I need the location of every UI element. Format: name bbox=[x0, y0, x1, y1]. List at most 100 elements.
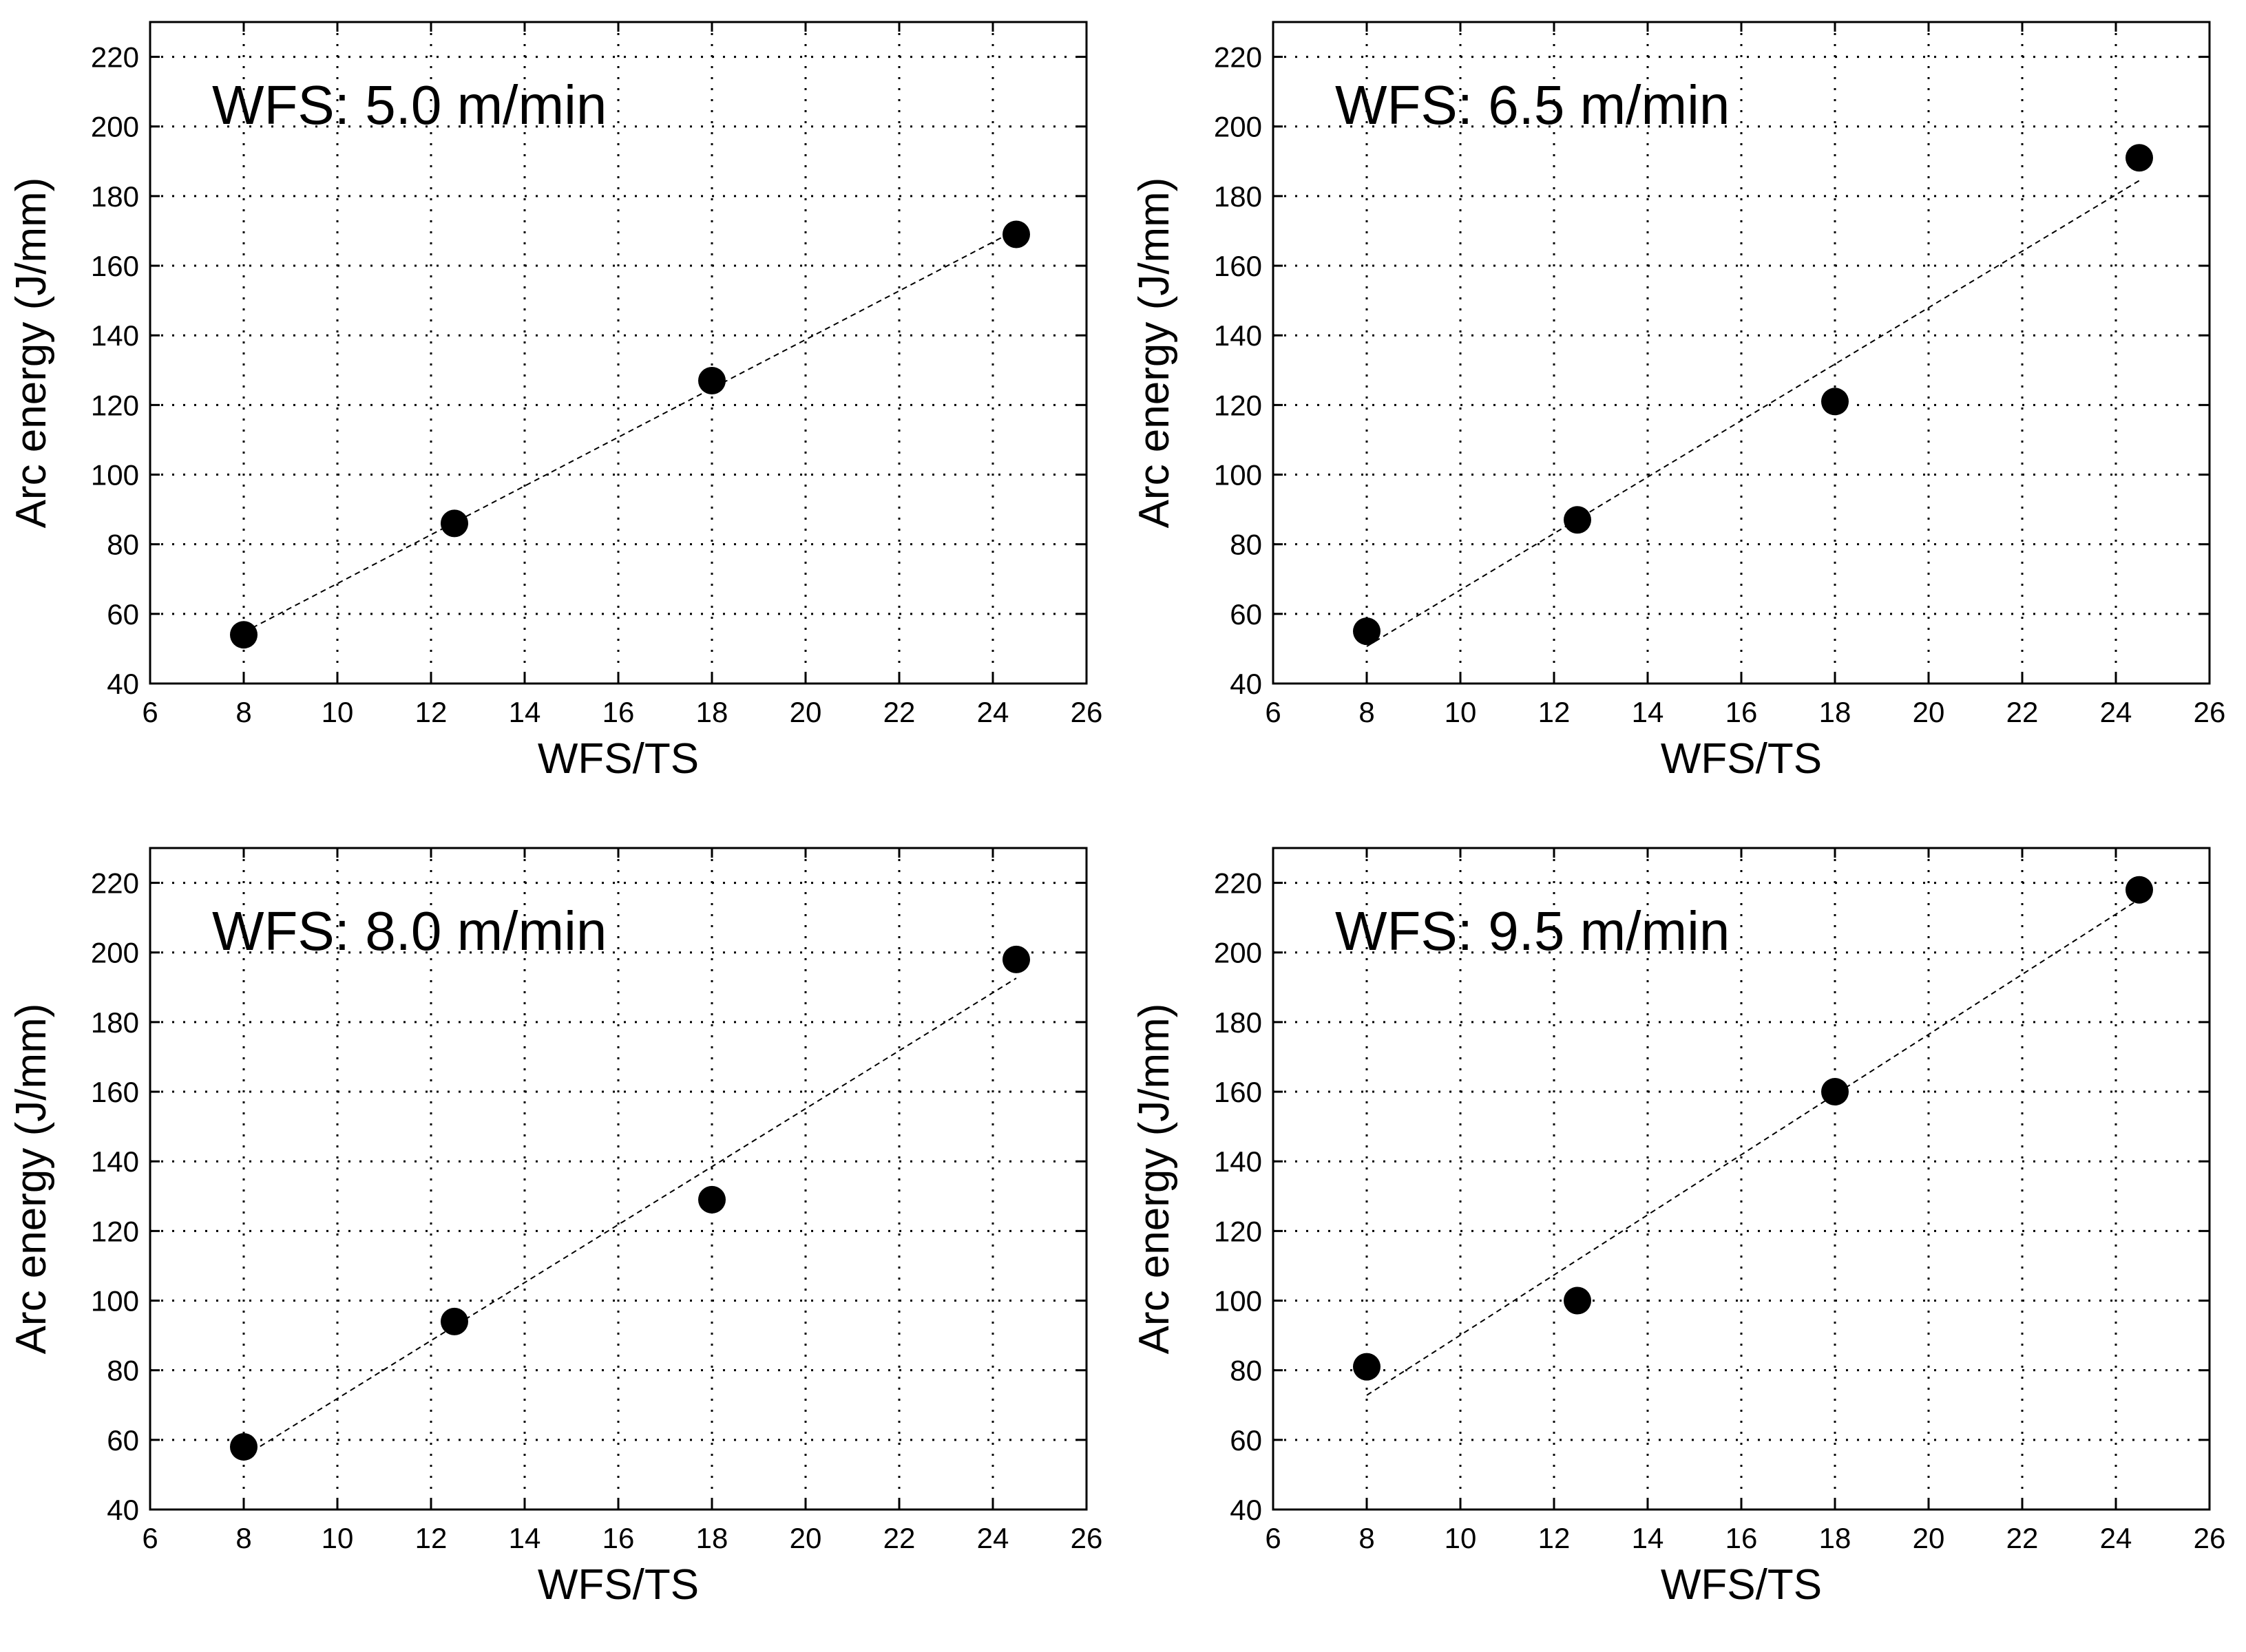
x-axis-title: WFS/TS bbox=[538, 1561, 699, 1609]
data-points bbox=[230, 945, 1030, 1461]
y-tick-label: 40 bbox=[1230, 1494, 1262, 1526]
x-tick-label: 8 bbox=[235, 1522, 251, 1554]
x-tick-label: 18 bbox=[696, 696, 728, 728]
chart-panel-1: 6 8 10 12 14 16 18 20 22 24 26 40 60 80 100 120 140 160 18… bbox=[0, 0, 1123, 826]
y-tick-label: 140 bbox=[91, 319, 139, 352]
panel-title: WFS: 8.0 m/min bbox=[212, 900, 607, 962]
x-tick-label: 10 bbox=[1445, 696, 1477, 728]
y-tick-label: 140 bbox=[1214, 1145, 1262, 1178]
x-tick-label: 20 bbox=[790, 1522, 822, 1554]
y-tick-label: 180 bbox=[91, 1006, 139, 1039]
grid bbox=[1273, 22, 2210, 684]
x-tick-label: 6 bbox=[1265, 1522, 1281, 1554]
y-tick-label: 140 bbox=[91, 1145, 139, 1178]
y-axis-title: Arc energy (J/mm) bbox=[8, 1004, 55, 1355]
y-tick-label: 200 bbox=[1214, 937, 1262, 969]
x-tick-label: 20 bbox=[790, 696, 822, 728]
x-tick-label: 10 bbox=[322, 696, 354, 728]
y-tick-label: 60 bbox=[107, 598, 139, 631]
trend-line bbox=[243, 977, 1017, 1457]
y-tick-label: 80 bbox=[107, 1355, 139, 1387]
data-points bbox=[230, 220, 1030, 649]
panel-title: WFS: 6.5 m/min bbox=[1335, 74, 1730, 136]
x-tick-label: 16 bbox=[1725, 1522, 1758, 1554]
y-tick-label: 220 bbox=[1214, 867, 1262, 900]
grid bbox=[1273, 848, 2210, 1510]
chart-panel-4: 6 8 10 12 14 16 18 20 22 24 26 40 60 80 100 120 140 160 18… bbox=[1123, 826, 2246, 1652]
x-axis: 6 8 10 12 14 16 18 20 22 24 26 bbox=[142, 22, 1102, 728]
y-tick-label: 100 bbox=[1214, 1285, 1262, 1317]
y-axis-title: Arc energy (J/mm) bbox=[1131, 178, 1178, 529]
x-tick-label: 8 bbox=[1358, 696, 1374, 728]
x-tick-label: 22 bbox=[2006, 1522, 2039, 1554]
data-point bbox=[2126, 876, 2153, 904]
y-tick-label: 60 bbox=[1230, 1424, 1262, 1457]
x-tick-label: 10 bbox=[322, 1522, 354, 1554]
y-tick-label: 180 bbox=[1214, 180, 1262, 213]
y-tick-label: 80 bbox=[107, 529, 139, 561]
data-point bbox=[1564, 506, 1591, 534]
data-point bbox=[230, 1432, 258, 1461]
x-tick-label: 26 bbox=[1071, 1522, 1103, 1554]
y-tick-label: 220 bbox=[1214, 41, 1262, 74]
x-tick-label: 12 bbox=[415, 1522, 448, 1554]
x-tick-label: 20 bbox=[1913, 1522, 1945, 1554]
x-tick-label: 18 bbox=[696, 1522, 728, 1554]
y-tick-label: 180 bbox=[91, 180, 139, 213]
data-point bbox=[1003, 945, 1030, 973]
y-axis: 40 60 80 100 120 140 160 180 200 220 bbox=[1214, 867, 2210, 1526]
y-tick-label: 200 bbox=[1214, 111, 1262, 143]
x-tick-label: 18 bbox=[1819, 1522, 1851, 1554]
x-axis: 6 8 10 12 14 16 18 20 22 24 26 bbox=[142, 848, 1102, 1554]
chart-1: 6 8 10 12 14 16 18 20 22 24 26 40 60 80 100 120 140 160 18… bbox=[8, 21, 1102, 783]
data-point bbox=[441, 1307, 468, 1335]
x-tick-label: 14 bbox=[1632, 696, 1664, 728]
trend-line bbox=[1366, 180, 2140, 647]
x-tick-label: 26 bbox=[2194, 696, 2226, 728]
data-point bbox=[1821, 388, 1849, 416]
y-tick-label: 60 bbox=[1230, 598, 1262, 631]
y-axis: 40 60 80 100 120 140 160 180 200 220 bbox=[91, 41, 1087, 700]
data-point bbox=[698, 1185, 726, 1214]
chart-panel-3: 6 8 10 12 14 16 18 20 22 24 26 40 60 80 100 120 140 160 18… bbox=[0, 826, 1123, 1652]
y-tick-label: 80 bbox=[1230, 529, 1262, 561]
x-tick-label: 12 bbox=[1538, 1522, 1571, 1554]
y-tick-label: 180 bbox=[1214, 1006, 1262, 1039]
x-axis: 6 8 10 12 14 16 18 20 22 24 26 bbox=[1265, 22, 2225, 728]
trend-line bbox=[1366, 898, 2140, 1396]
y-tick-label: 40 bbox=[1230, 668, 1262, 700]
y-tick-label: 120 bbox=[1214, 1215, 1262, 1247]
trend-line bbox=[243, 229, 1017, 633]
y-tick-label: 40 bbox=[107, 1494, 139, 1526]
y-tick-label: 120 bbox=[91, 389, 139, 421]
grid bbox=[150, 22, 1087, 684]
data-point bbox=[1003, 220, 1030, 248]
x-tick-label: 8 bbox=[1358, 1522, 1374, 1554]
x-tick-label: 14 bbox=[1632, 1522, 1664, 1554]
x-tick-label: 6 bbox=[142, 696, 158, 728]
y-tick-label: 100 bbox=[91, 459, 139, 491]
y-tick-label: 140 bbox=[1214, 319, 1262, 352]
x-tick-label: 22 bbox=[883, 696, 916, 728]
data-point bbox=[1353, 617, 1381, 646]
x-tick-label: 12 bbox=[415, 696, 448, 728]
data-point bbox=[441, 509, 468, 538]
x-tick-label: 24 bbox=[2100, 696, 2132, 728]
y-tick-label: 160 bbox=[1214, 250, 1262, 282]
data-points bbox=[1353, 876, 2153, 1381]
chart-2: 6 8 10 12 14 16 18 20 22 24 26 40 60 80 100 120 140 160 18… bbox=[1131, 21, 2225, 783]
x-tick-label: 24 bbox=[977, 696, 1009, 728]
x-tick-label: 18 bbox=[1819, 696, 1851, 728]
x-axis-title: WFS/TS bbox=[1661, 1561, 1822, 1609]
x-tick-label: 16 bbox=[602, 696, 635, 728]
y-tick-label: 60 bbox=[107, 1424, 139, 1457]
chart-4: 6 8 10 12 14 16 18 20 22 24 26 40 60 80 100 120 140 160 18… bbox=[1131, 847, 2225, 1609]
panel-title: WFS: 5.0 m/min bbox=[212, 74, 607, 136]
grid bbox=[150, 848, 1087, 1510]
data-point bbox=[698, 366, 726, 394]
y-tick-label: 100 bbox=[1214, 459, 1262, 491]
y-tick-label: 120 bbox=[91, 1215, 139, 1247]
x-tick-label: 12 bbox=[1538, 696, 1571, 728]
y-axis-title: Arc energy (J/mm) bbox=[8, 178, 55, 529]
x-tick-label: 10 bbox=[1445, 1522, 1477, 1554]
